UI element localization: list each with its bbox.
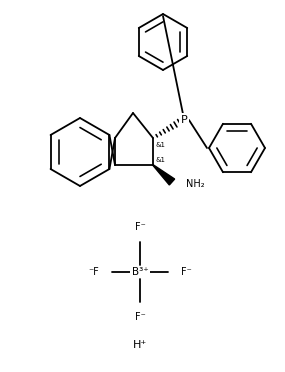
Text: P: P — [181, 115, 187, 125]
Text: F⁻: F⁻ — [181, 267, 192, 277]
Polygon shape — [153, 165, 175, 185]
Text: ⁻F: ⁻F — [88, 267, 99, 277]
Text: F⁻: F⁻ — [135, 312, 145, 322]
Text: &1: &1 — [156, 157, 166, 163]
Text: F⁻: F⁻ — [135, 222, 145, 232]
Text: &1: &1 — [156, 142, 166, 148]
Text: NH₂: NH₂ — [186, 179, 205, 189]
Text: B³⁺: B³⁺ — [132, 267, 148, 277]
Text: H⁺: H⁺ — [133, 340, 147, 350]
